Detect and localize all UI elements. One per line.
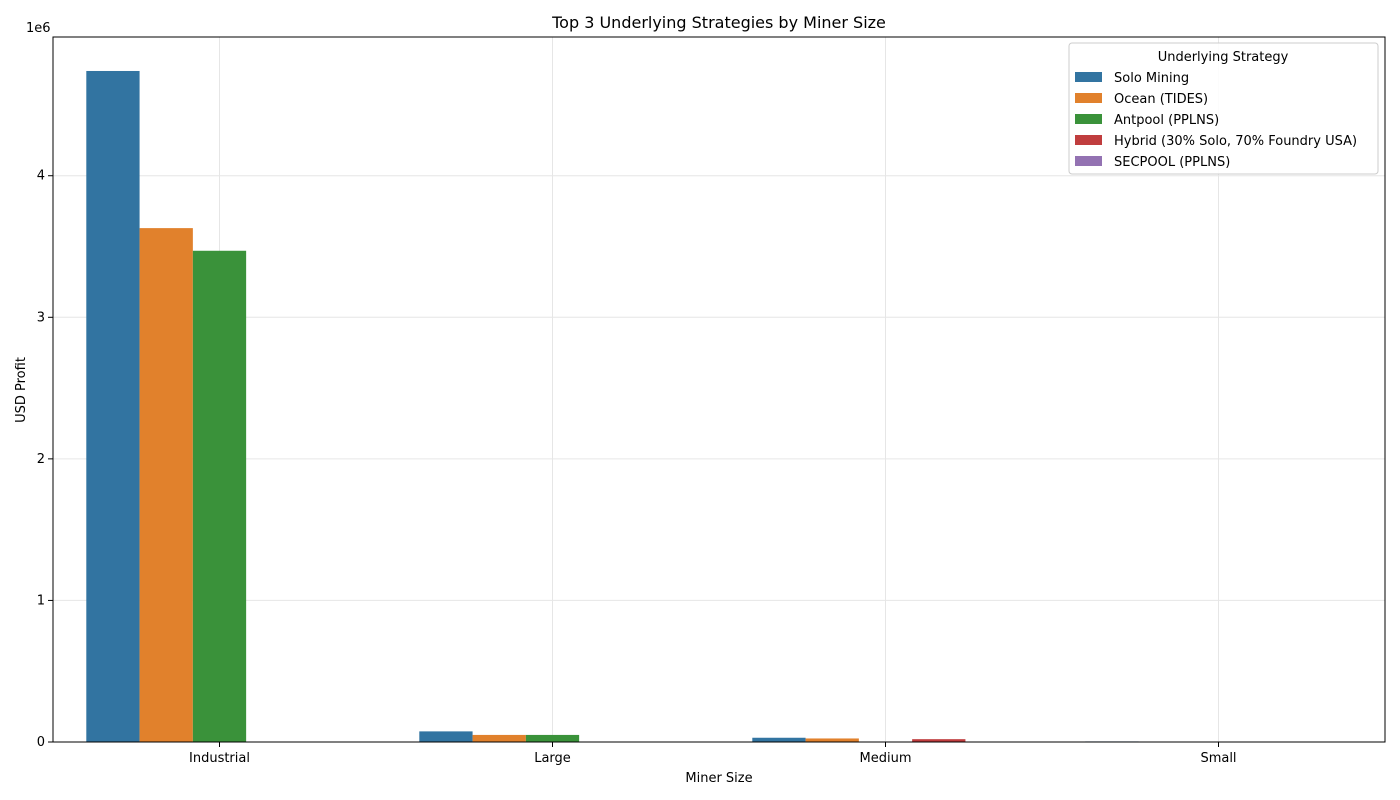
- x-tick-label: Industrial: [189, 751, 250, 766]
- x-tick-label: Medium: [860, 751, 912, 766]
- chart-title: Top 3 Underlying Strategies by Miner Siz…: [551, 13, 886, 32]
- bar-ocean-tides-large: [472, 734, 526, 742]
- plot-frame: [52, 36, 1386, 743]
- legend-swatch: [1075, 114, 1102, 124]
- legend-swatch: [1075, 72, 1102, 82]
- legend-swatch: [1075, 135, 1102, 145]
- x-tick-label: Large: [534, 751, 571, 766]
- legend-box: [1068, 42, 1379, 175]
- bar-antpool-pplns-industrial: [192, 250, 247, 742]
- legend-entry: Ocean (TIDES): [1114, 92, 1208, 107]
- bar-solo-mining-medium: [752, 737, 806, 742]
- y-axis-offset-label: 1e6: [26, 21, 51, 36]
- x-axis: Industrial Large Medium Small: [189, 742, 1237, 766]
- y-axis: 0 1 2 3 4: [37, 169, 53, 750]
- y-tick-label: 3: [37, 310, 45, 325]
- y-tick-label: 4: [37, 169, 45, 184]
- y-tick-label: 0: [37, 735, 45, 750]
- y-tick-label: 1: [37, 593, 45, 608]
- legend: Underlying Strategy Solo Mining Ocean (TI…: [1068, 42, 1379, 175]
- legend-entry: Solo Mining: [1114, 71, 1189, 86]
- legend-entry: Antpool (PPLNS): [1114, 113, 1219, 128]
- bar-solo-mining-industrial: [86, 70, 140, 743]
- y-axis-label: USD Profit: [14, 357, 29, 423]
- bar-hybrid-30-solo-70-foundry-usa-medium: [912, 739, 966, 742]
- x-axis-label: Miner Size: [685, 771, 752, 786]
- legend-title: Underlying Strategy: [1158, 50, 1289, 65]
- bar-ocean-tides-industrial: [139, 228, 193, 743]
- legend-swatch: [1075, 93, 1102, 103]
- legend-swatch: [1075, 156, 1102, 166]
- bar-antpool-pplns-large: [525, 734, 580, 742]
- bars: [86, 70, 1352, 743]
- bar-solo-mining-large: [419, 731, 473, 742]
- legend-entry: Hybrid (30% Solo, 70% Foundry USA): [1114, 134, 1357, 149]
- legend-entry: SECPOOL (PPLNS): [1114, 155, 1230, 170]
- bar-ocean-tides-medium: [805, 738, 859, 742]
- y-tick-label: 2: [37, 452, 45, 467]
- x-tick-label: Small: [1200, 751, 1236, 766]
